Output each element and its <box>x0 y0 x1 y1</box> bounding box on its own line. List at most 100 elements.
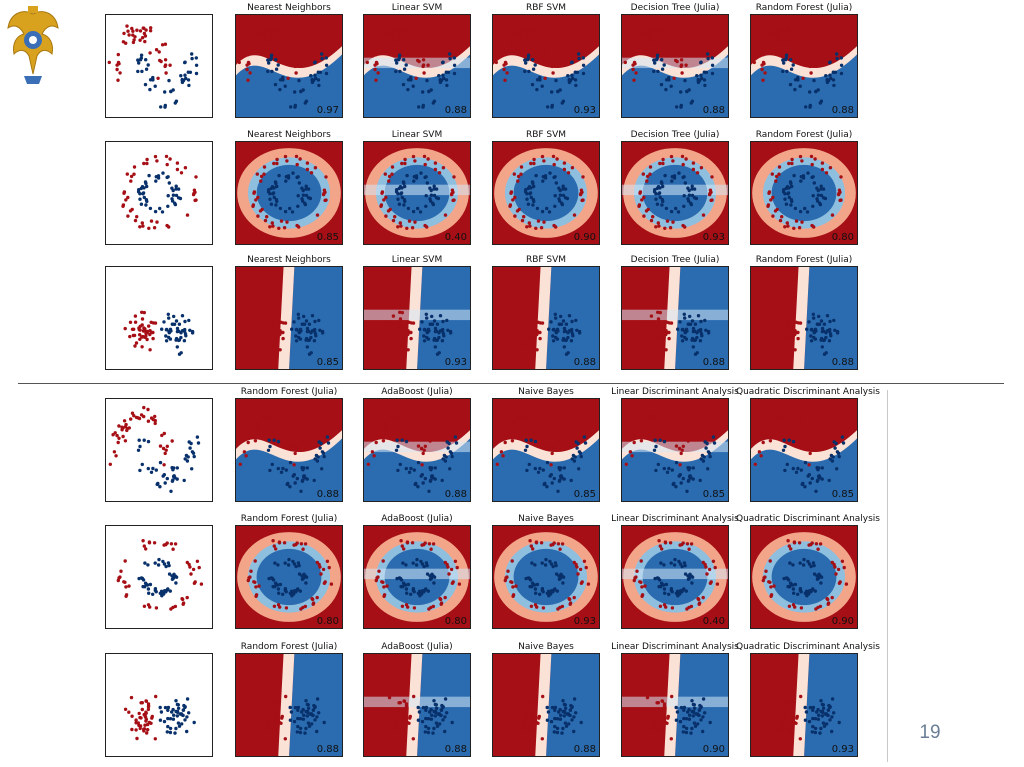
data-point-red <box>416 444 421 448</box>
data-point-red <box>785 221 789 225</box>
data-point-red <box>701 560 705 565</box>
data-point-blue <box>695 351 699 355</box>
data-point-red <box>123 439 128 443</box>
data-point-red <box>787 604 792 608</box>
classifier-plot: 0.88 <box>492 266 600 370</box>
data-point-red <box>246 578 250 583</box>
data-point-red <box>385 33 389 37</box>
data-point-blue <box>296 204 300 208</box>
accuracy-score-label: 0.80 <box>832 232 854 243</box>
data-point-blue <box>294 339 299 343</box>
data-point-red <box>254 41 258 45</box>
data-point-blue <box>711 435 716 439</box>
data-point-blue <box>168 327 173 331</box>
data-point-blue <box>309 335 313 340</box>
data-point-blue <box>304 575 309 579</box>
data-point-blue <box>577 467 581 471</box>
data-point-blue <box>563 338 568 343</box>
data-point-red <box>295 541 299 545</box>
data-point-red <box>146 702 151 706</box>
data-point-blue <box>669 84 673 88</box>
data-point-blue <box>194 56 198 60</box>
data-point-red <box>107 60 111 65</box>
classifier-plot: 0.85 <box>621 398 729 502</box>
data-point-blue <box>812 78 816 83</box>
classifier-plot: 0.40 <box>621 525 729 629</box>
decision-band <box>621 696 729 708</box>
data-point-blue <box>173 101 177 105</box>
data-point-blue <box>655 53 660 57</box>
data-point-red <box>813 157 817 161</box>
data-point-red <box>805 43 810 47</box>
data-point-red <box>423 444 427 448</box>
data-point-red <box>268 29 273 33</box>
data-point-red <box>793 332 797 337</box>
data-point-red <box>404 722 408 727</box>
data-point-red <box>540 737 544 741</box>
data-point-red <box>656 707 660 712</box>
data-point-blue <box>172 474 176 478</box>
data-point-blue <box>545 705 549 710</box>
data-point-red <box>774 417 778 421</box>
data-point-red <box>273 335 277 339</box>
data-point-red <box>522 215 526 219</box>
data-point-blue <box>701 729 705 734</box>
data-point-blue <box>433 345 437 349</box>
data-point-blue <box>322 454 326 459</box>
data-point-red <box>170 439 174 443</box>
data-point-blue <box>541 590 545 594</box>
data-point-blue <box>790 184 794 189</box>
data-point-blue <box>687 707 691 712</box>
panel-title: Naive Bayes <box>518 514 574 524</box>
data-point-red <box>135 215 139 219</box>
data-point-red <box>549 431 553 436</box>
data-point-blue <box>432 187 436 191</box>
data-point-blue <box>572 729 576 734</box>
data-point-blue <box>139 56 143 60</box>
data-point-blue <box>422 590 426 594</box>
data-point-blue <box>395 61 399 65</box>
plot-frame <box>492 14 600 118</box>
accuracy-score-label: 0.40 <box>703 616 725 627</box>
data-point-red <box>125 426 130 431</box>
data-point-blue <box>791 466 795 471</box>
data-point-red <box>420 543 424 547</box>
data-point-blue <box>153 561 157 565</box>
data-point-red <box>645 179 649 183</box>
panel-title: Random Forest (Julia) <box>240 642 338 652</box>
data-point-red <box>656 36 661 40</box>
data-point-red <box>372 454 376 458</box>
data-point-red <box>551 448 555 452</box>
data-point-red <box>804 59 808 64</box>
data-point-blue <box>164 564 168 569</box>
data-point-red <box>783 324 787 328</box>
data-point-blue <box>710 56 714 60</box>
data-point-blue <box>167 335 171 340</box>
data-point-blue <box>659 82 664 87</box>
data-point-red <box>390 414 394 418</box>
data-point-red <box>155 159 159 163</box>
data-point-red <box>788 39 792 44</box>
data-point-red <box>322 581 327 585</box>
data-point-red <box>287 50 291 54</box>
data-point-red <box>418 43 423 47</box>
data-point-blue <box>812 181 816 185</box>
classifier-plot: 0.85 <box>235 266 343 370</box>
data-point-red <box>140 707 144 712</box>
data-point-blue <box>549 473 553 477</box>
data-point-blue <box>136 58 140 62</box>
data-point-red <box>123 326 127 331</box>
data-point-blue <box>399 191 404 195</box>
data-point-red <box>664 29 669 33</box>
data-point-red <box>125 24 129 28</box>
data-point-blue <box>422 564 426 569</box>
plot-frame <box>750 525 858 629</box>
accuracy-score-label: 0.93 <box>703 232 725 243</box>
data-point-blue <box>530 82 535 87</box>
data-point-red <box>677 446 682 451</box>
data-point-blue <box>166 708 170 712</box>
data-point-red <box>525 29 530 33</box>
decision-region-blue <box>750 434 858 502</box>
data-point-blue <box>684 717 689 721</box>
data-point-red <box>421 63 426 67</box>
